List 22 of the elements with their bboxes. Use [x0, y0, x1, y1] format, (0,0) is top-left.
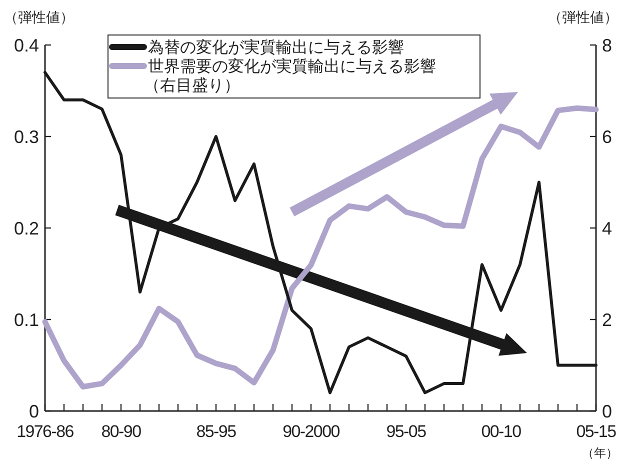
x-tick-label: 85-95 — [196, 422, 236, 441]
y-tick-label: 0.3 — [14, 126, 39, 147]
legend-label: 世界需要の変化が実質輸出に与える影響（右目盛り） — [144, 58, 436, 95]
x-tick-label: 95-05 — [386, 422, 426, 441]
x-axis-title: （年） — [582, 446, 618, 460]
y-tick-label: 0.4 — [14, 35, 39, 56]
y-tick-label: 0.1 — [14, 310, 39, 330]
y2-tick-label: 8 — [602, 35, 612, 56]
y-tick-label: 0 — [28, 401, 39, 422]
y2-tick-label: 2 — [602, 310, 612, 330]
x-tick-label: 90-2000 — [282, 422, 340, 441]
x-tick-label: 00-10 — [481, 422, 522, 441]
x-tick-label: 05-15 — [576, 422, 616, 441]
y2-tick-label: 4 — [602, 218, 612, 238]
y2-tick-label: 6 — [602, 126, 612, 147]
y2-axis-title: （弾性値） — [548, 9, 618, 25]
y2-tick-label: 0 — [602, 401, 612, 422]
x-tick-label: 1976-86 — [16, 422, 74, 441]
legend-label: 為替の変化が実質輸出に与える影響 — [148, 38, 404, 57]
y-axis-title: （弾性値） — [4, 9, 74, 25]
y-tick-label: 0.2 — [14, 218, 39, 238]
x-tick-label: 80-90 — [101, 422, 142, 441]
